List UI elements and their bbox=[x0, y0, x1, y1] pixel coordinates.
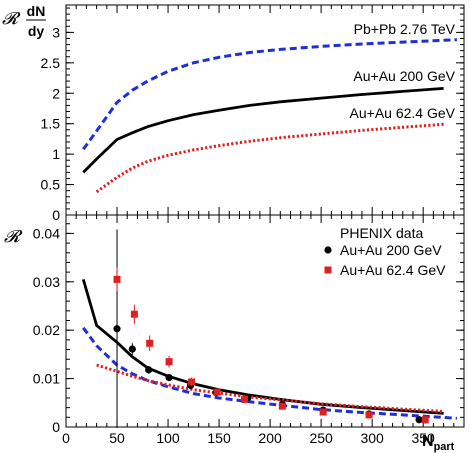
top-ylabel-numerator: dN bbox=[27, 3, 46, 19]
top-ylabel-symbol: 𝓡 bbox=[2, 9, 21, 29]
top-curve-dashed bbox=[82, 38, 457, 151]
x-axis-label-sub: part bbox=[434, 441, 455, 453]
bottom-curve-dashed bbox=[82, 326, 457, 420]
x-tick-label: 0 bbox=[62, 430, 70, 446]
data-point-square bbox=[146, 339, 154, 347]
legend-marker-square bbox=[324, 266, 332, 274]
x-tick-label: 300 bbox=[360, 430, 384, 446]
x-tick-label: 350 bbox=[411, 430, 435, 446]
data-point-circle bbox=[113, 325, 121, 333]
bottom-panel-curves bbox=[81, 279, 457, 420]
bottom-ytick-label: 0.02 bbox=[33, 322, 60, 338]
data-point-square bbox=[113, 275, 121, 283]
bottom-panel-points bbox=[113, 229, 429, 428]
x-axis-label: Npart bbox=[422, 433, 455, 453]
top-ytick-label: 2 bbox=[52, 85, 60, 101]
top-panel-curves bbox=[82, 38, 457, 194]
x-tick-label: 100 bbox=[156, 430, 180, 446]
top-panel-ticks: 0 0.5 1 1.5 2 2.5 3 bbox=[41, 5, 464, 223]
top-label-auau62: Au+Au 62.4 GeV bbox=[350, 105, 456, 121]
top-curve-dotted bbox=[95, 122, 444, 194]
top-curve-solid bbox=[82, 87, 444, 174]
data-point-square bbox=[213, 388, 221, 396]
legend: PHENIX data Au+Au 200 GeV Au+Au 62.4 GeV bbox=[324, 225, 446, 278]
data-point-square bbox=[421, 416, 429, 424]
legend-label-auau62: Au+Au 62.4 GeV bbox=[340, 262, 446, 278]
data-point-square bbox=[365, 411, 373, 419]
top-ylabel-denominator: dy bbox=[28, 23, 45, 39]
top-panel: 0 0.5 1 1.5 2 2.5 3 Pb+Pb 2.76 TeV Au+Au 200 G… bbox=[41, 4, 465, 223]
bottom-panel: 0 0.01 0.02 0.03 0.04 0 50 100 150 200 250 300 350 P… bbox=[33, 214, 465, 446]
x-tick-label: 200 bbox=[258, 430, 282, 446]
data-point-square bbox=[319, 408, 327, 416]
data-point-circle bbox=[128, 345, 136, 353]
bottom-ytick-label: 0 bbox=[52, 419, 60, 435]
bottom-curve-solid bbox=[81, 279, 444, 415]
data-point-square bbox=[241, 395, 249, 403]
data-point-square bbox=[188, 378, 196, 386]
data-point-circle bbox=[415, 416, 423, 424]
top-label-pbpb: Pb+Pb 2.76 TeV bbox=[354, 21, 456, 37]
bottom-curve-dotted bbox=[96, 363, 444, 413]
top-ytick-label: 1.5 bbox=[41, 116, 61, 132]
bottom-panel-ticks: 0 0.01 0.02 0.03 0.04 0 50 100 150 200 250 300 350 bbox=[33, 215, 464, 446]
top-ytick-label: 0.5 bbox=[41, 177, 61, 193]
x-axis-label-main: N bbox=[422, 433, 434, 450]
data-point-circle bbox=[145, 366, 153, 374]
top-ytick-label: 2.5 bbox=[41, 55, 61, 71]
bottom-ytick-label: 0.01 bbox=[33, 371, 60, 387]
legend-title: PHENIX data bbox=[340, 225, 423, 241]
top-label-auau200: Au+Au 200 GeV bbox=[353, 68, 455, 84]
top-ytick-label: 0 bbox=[52, 207, 60, 223]
bottom-panel-frame bbox=[65, 214, 465, 428]
legend-label-auau200: Au+Au 200 GeV bbox=[340, 242, 442, 258]
data-point-square bbox=[130, 310, 138, 318]
data-point-square bbox=[165, 358, 173, 366]
x-tick-label: 150 bbox=[207, 430, 231, 446]
bottom-ytick-label: 0.03 bbox=[33, 274, 60, 290]
x-tick-label: 250 bbox=[309, 430, 333, 446]
data-point-circle bbox=[165, 374, 173, 382]
top-ytick-label: 1 bbox=[52, 146, 60, 162]
top-ytick-label: 3 bbox=[52, 24, 60, 40]
bottom-ytick-label: 0.04 bbox=[33, 225, 60, 241]
x-tick-label: 50 bbox=[109, 430, 125, 446]
data-point-square bbox=[278, 402, 286, 410]
legend-marker-circle bbox=[324, 246, 332, 254]
bottom-ylabel-symbol: 𝓡 bbox=[4, 227, 23, 247]
